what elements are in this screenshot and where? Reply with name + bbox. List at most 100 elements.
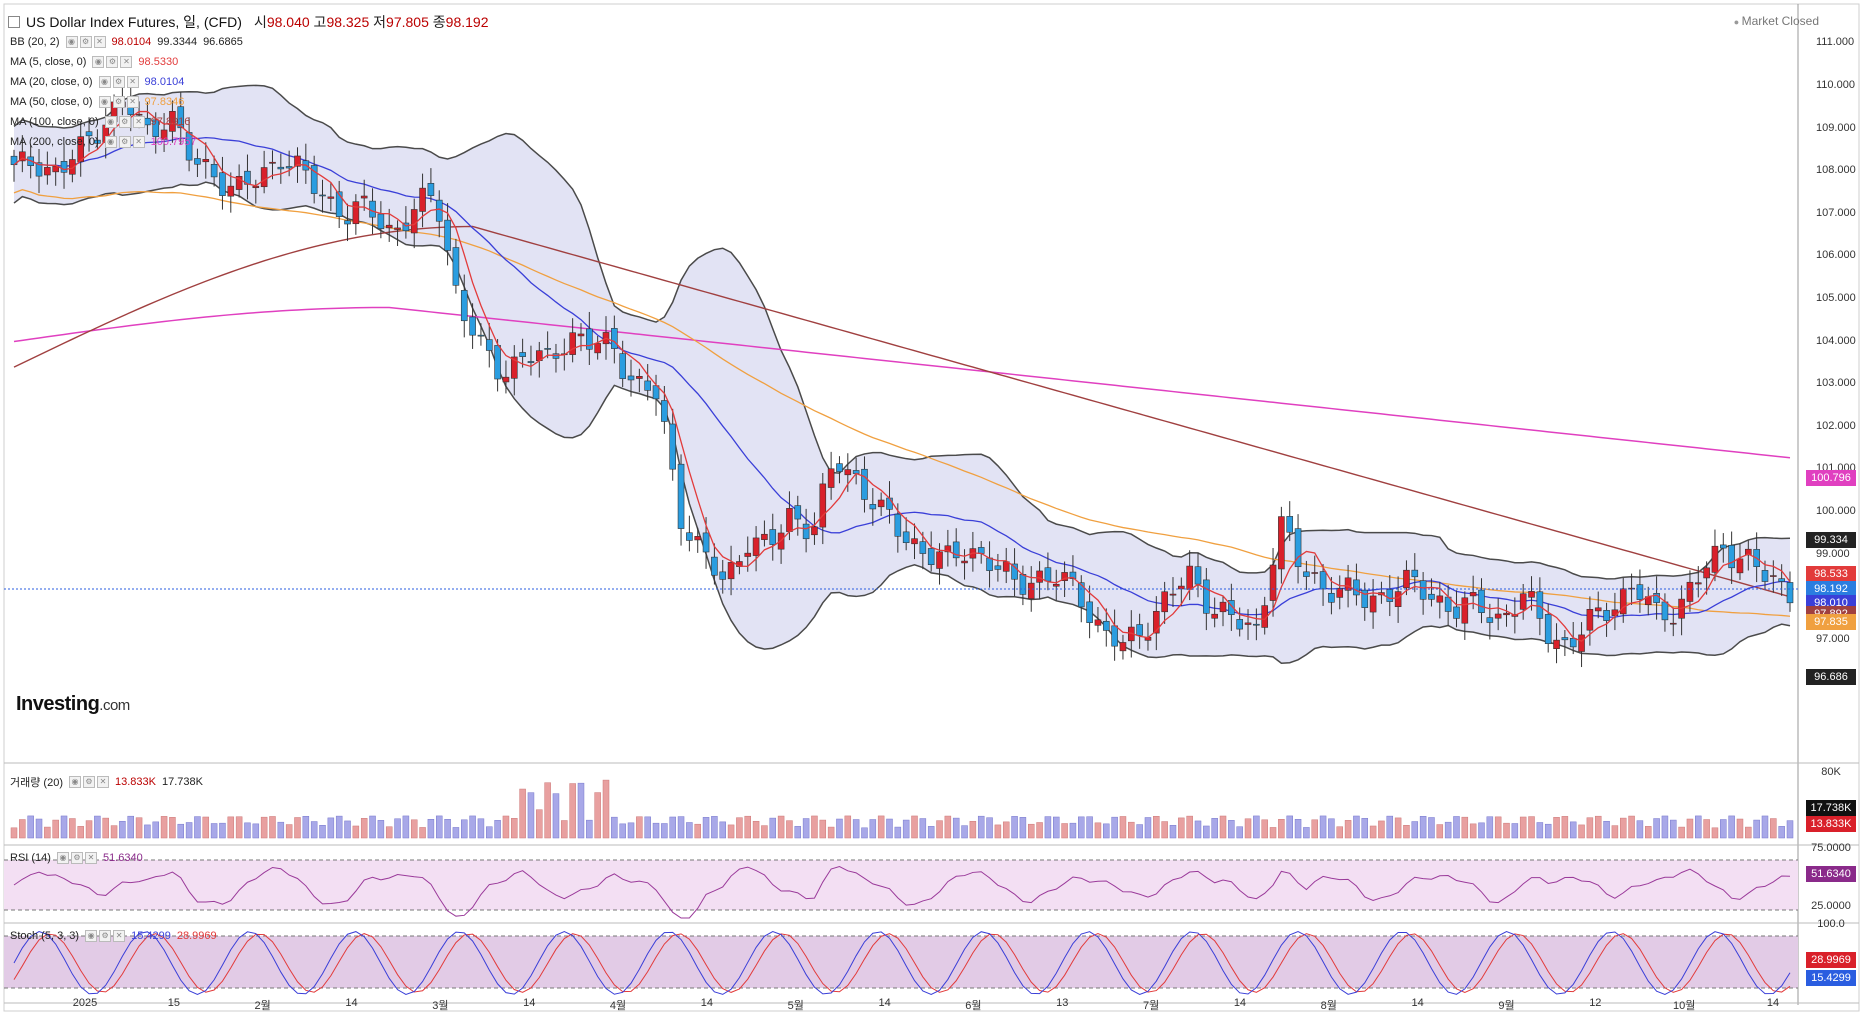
x-tick-label: 12 bbox=[1589, 997, 1602, 1009]
collapse-icon[interactable] bbox=[8, 16, 20, 28]
candle-body bbox=[844, 469, 852, 476]
candle-body bbox=[994, 565, 1002, 570]
candle-body bbox=[502, 376, 510, 383]
candle-body bbox=[1086, 601, 1093, 623]
candle-body bbox=[260, 167, 268, 188]
volume-bar bbox=[1153, 816, 1160, 839]
volume-bar bbox=[1586, 817, 1594, 839]
candle-body bbox=[1311, 572, 1319, 574]
candle-body bbox=[827, 468, 835, 488]
volume-bar bbox=[1561, 816, 1569, 839]
rsi-axis-label: 75.0000 bbox=[1811, 842, 1851, 854]
candle-body bbox=[669, 423, 677, 470]
volume-bar bbox=[1311, 819, 1318, 839]
legend-stoch[interactable]: Stoch (5, 3, 3) ◉ ⚙ ✕ 15.4299 28.9969 bbox=[10, 930, 217, 942]
volume-bar bbox=[1169, 825, 1177, 839]
volume-bar bbox=[1119, 816, 1127, 839]
volume-bar bbox=[319, 825, 326, 839]
volume-bar bbox=[469, 815, 476, 839]
legend-rsi[interactable]: RSI (14) ◉ ⚙ ✕ 51.6340 bbox=[10, 852, 143, 864]
candle-body bbox=[1544, 614, 1552, 644]
volume-bar bbox=[44, 826, 51, 839]
volume-bar bbox=[402, 815, 410, 839]
volume-bar bbox=[744, 815, 751, 839]
candle-body bbox=[569, 332, 576, 355]
volume-bar bbox=[419, 827, 426, 839]
volume-bar bbox=[761, 825, 768, 839]
candle-body bbox=[1586, 609, 1594, 631]
candle-body bbox=[1077, 582, 1085, 608]
volume-axis-label: 17.738K bbox=[1806, 800, 1856, 816]
y-tick-label: 105.000 bbox=[1816, 291, 1856, 304]
y-tick-label: 97.000 bbox=[1816, 632, 1850, 645]
volume-bar bbox=[1011, 816, 1018, 839]
volume-bar bbox=[269, 816, 276, 839]
legend-ma5[interactable]: MA (5, close, 0) ◉ ⚙ ✕ 98.5330 bbox=[10, 56, 179, 68]
volume-bar bbox=[1770, 818, 1777, 839]
volume-bar bbox=[1211, 818, 1218, 839]
y-tick-label: 108.000 bbox=[1816, 164, 1856, 177]
candle-body bbox=[702, 532, 710, 553]
volume-bar bbox=[977, 815, 985, 839]
x-tick-label: 14 bbox=[345, 997, 358, 1009]
x-tick-label: 15 bbox=[167, 997, 180, 1009]
candle-body bbox=[1186, 565, 1193, 590]
candle-body bbox=[1194, 566, 1202, 585]
volume-bar bbox=[1461, 816, 1469, 839]
y-tick-label: 99.000 bbox=[1816, 547, 1850, 560]
candle-body bbox=[694, 536, 702, 541]
candle-body bbox=[1536, 591, 1544, 619]
ohlc-readout: 시98.040 고98.325 저97.805 종98.192 bbox=[253, 14, 489, 30]
volume-bar bbox=[35, 818, 43, 839]
volume-bar bbox=[902, 819, 910, 839]
x-tick-label: 10월 bbox=[1672, 1000, 1696, 1012]
candle-body bbox=[1369, 595, 1377, 613]
candle-body bbox=[1303, 571, 1310, 577]
candle-body bbox=[927, 548, 935, 566]
candle-body bbox=[744, 552, 752, 557]
volume-bar bbox=[686, 822, 693, 839]
volume-bar bbox=[611, 816, 618, 839]
volume-bar bbox=[1353, 815, 1360, 839]
volume-bar bbox=[1778, 826, 1785, 839]
candle-body bbox=[1694, 582, 1702, 585]
candle-body bbox=[1219, 601, 1227, 613]
volume-bar bbox=[1361, 818, 1369, 839]
legend-ma20[interactable]: MA (20, close, 0) ◉ ⚙ ✕ 98.0104 bbox=[10, 76, 185, 88]
volume-bar bbox=[1286, 815, 1293, 839]
candle-body bbox=[427, 183, 435, 196]
volume-bar bbox=[652, 822, 660, 839]
legend-ma100[interactable]: MA (100, close, 0) ◉ ⚙ ✕ 97.8916 bbox=[10, 116, 191, 128]
candle-body bbox=[1244, 622, 1252, 625]
volume-bar bbox=[627, 822, 635, 839]
market-status: Market Closed bbox=[1734, 14, 1819, 28]
price-tag: 98.192 bbox=[1806, 581, 1856, 597]
volume-bar bbox=[844, 815, 852, 839]
y-tick-label: 111.000 bbox=[1816, 36, 1855, 49]
candle-body bbox=[527, 361, 535, 363]
x-tick-label: 6월 bbox=[965, 1000, 982, 1012]
volume-bar bbox=[577, 782, 585, 839]
candle-body bbox=[460, 290, 468, 322]
candle-body bbox=[1344, 577, 1352, 591]
legend-ma50[interactable]: MA (50, close, 0) ◉ ⚙ ✕ 97.8346 bbox=[10, 96, 185, 108]
volume-bar bbox=[1745, 826, 1752, 839]
volume-bar bbox=[802, 818, 810, 839]
volume-bar bbox=[235, 816, 243, 839]
y-tick-label: 104.000 bbox=[1816, 334, 1856, 347]
legend-volume[interactable]: 거래량 (20) ◉ ⚙ ✕ 13.833K 17.738K bbox=[10, 776, 203, 789]
volume-bar bbox=[1619, 817, 1627, 839]
candle-body bbox=[235, 176, 243, 190]
candle-body bbox=[794, 505, 802, 520]
chart-title: US Dollar Index Futures, 일, (CFD) bbox=[26, 14, 242, 30]
volume-bar bbox=[1136, 824, 1143, 839]
volume-bar bbox=[1761, 815, 1769, 839]
volume-bar bbox=[702, 817, 710, 839]
legend-ma200[interactable]: MA (200, close, 0) ◉ ⚙ ✕ 100.7957 bbox=[10, 136, 197, 148]
volume-bar bbox=[1161, 821, 1168, 839]
legend-bb[interactable]: BB (20, 2) ◉ ⚙ ✕ 98.0104 99.3344 96.6865 bbox=[10, 36, 243, 48]
candle-body bbox=[986, 557, 993, 571]
volume-bar bbox=[1494, 816, 1502, 839]
chart-title-row: US Dollar Index Futures, 일, (CFD) 시98.04… bbox=[8, 12, 488, 32]
